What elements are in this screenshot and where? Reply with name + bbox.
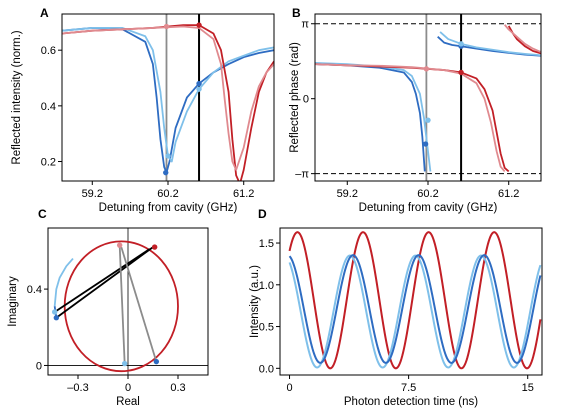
marker-point-red — [196, 22, 202, 28]
panel-b: B 59.2 60.2 61.2 π 0 –π Detuning from cavity (G… — [289, 6, 542, 214]
marker-point-blue_light — [196, 86, 202, 92]
x-tick-label: 59.2 — [337, 188, 358, 200]
panel-c: C –0.3 0 0.3 0 0.4 Real Imaginary — [7, 207, 209, 408]
marker-point-red — [151, 244, 158, 250]
series-blue_light-line — [62, 27, 274, 163]
x-axis-label: Detuning from cavity (GHz) — [99, 202, 238, 214]
y-tick-label: 1.0 — [259, 280, 274, 292]
series-blue_light-line — [53, 257, 74, 307]
panel-label: B — [292, 6, 301, 20]
y-axis-label: Intensity (a.u.) — [249, 265, 261, 338]
x-tick-label: 60.2 — [417, 188, 438, 200]
marker-point-blue — [53, 315, 60, 321]
marker-point-red_light — [116, 242, 123, 248]
series-red-line — [62, 24, 274, 181]
series-blue_light-line — [315, 62, 432, 172]
segment-gray — [118, 245, 126, 364]
panel-label: D — [258, 207, 267, 221]
plot-area — [62, 24, 274, 181]
y-axis-label: Reflected phase (rad) — [289, 42, 301, 153]
series-blue_light-line — [439, 31, 541, 57]
y-tick-label: 0.2 — [41, 157, 56, 169]
x-tick-label: 61.2 — [498, 188, 519, 200]
y-tick-label: 0.5 — [259, 322, 274, 334]
marker-point-red — [458, 69, 464, 76]
x-tick-label: 15 — [522, 382, 534, 394]
series-blue-line — [62, 27, 274, 174]
segment-black — [55, 246, 154, 319]
axes-frame — [279, 227, 543, 376]
series-red_light-line — [503, 24, 541, 53]
plot-area — [288, 231, 542, 370]
marker-point-blue_light — [458, 41, 464, 47]
x-tick-label: 60.2 — [157, 188, 178, 200]
y-axis-label: Reflected intensity (norm.) — [11, 30, 23, 164]
marker-point-blue_light — [121, 360, 128, 367]
series-blue_light-line — [288, 254, 542, 369]
y-tick-label: 0.4 — [41, 101, 56, 113]
marker-point-blue — [163, 169, 169, 176]
panel-a: A 59.2 60.2 61.2 0.2 0.4 0.6 Detuning from cavi… — [11, 6, 275, 214]
series-red-line — [288, 231, 542, 370]
y-tick-label: 0.4 — [27, 284, 42, 296]
x-tick-label: 7.5 — [401, 382, 416, 394]
marker-point-blue — [153, 358, 160, 365]
segment-gray — [120, 246, 158, 362]
series-red-line — [315, 63, 510, 173]
series-red_light-line — [62, 25, 274, 171]
y-tick-label: π — [301, 19, 309, 31]
x-tick-label: –0.3 — [67, 382, 88, 394]
plot-area — [315, 24, 541, 173]
y-tick-label: 0.6 — [41, 45, 56, 57]
y-axis-label: Imaginary — [7, 276, 19, 327]
panel-label: C — [38, 207, 47, 221]
y-tick-label: –π — [295, 169, 309, 181]
y-tick-label: 1.5 — [259, 238, 274, 250]
x-tick-label: 61.2 — [233, 188, 254, 200]
series-blue-line — [288, 254, 542, 364]
y-tick-label: 0.0 — [259, 363, 274, 375]
reflection-circle — [63, 240, 179, 373]
marker-point-blue — [422, 141, 429, 147]
marker-point-blue_light — [165, 153, 171, 159]
panel-label: A — [40, 6, 49, 20]
segment-black — [54, 248, 151, 313]
x-axis-label: Detuning from cavity (GHz) — [359, 202, 498, 214]
x-tick-label: 0.3 — [170, 382, 185, 394]
x-tick-label: 59.2 — [82, 188, 103, 200]
y-tick-label: 0 — [36, 360, 42, 372]
x-axis-label: Photon detection time (ns) — [344, 396, 478, 408]
marker-point-blue_light — [425, 117, 431, 123]
marker-point-red_light — [163, 23, 170, 30]
marker-point-blue_light — [51, 309, 58, 315]
x-tick-label: 0 — [286, 382, 292, 394]
x-tick-label: 0 — [125, 382, 131, 394]
series-blue-line — [315, 63, 426, 172]
plot-area — [53, 240, 179, 373]
marker-point-red_light — [423, 66, 430, 72]
marker-point-blue — [196, 80, 202, 87]
panel-d: D 0 7.5 15 0.0 0.5 1.0 1.5 Photon detection time… — [249, 207, 543, 408]
series-red_light-line — [315, 63, 506, 173]
x-axis-label: Real — [116, 396, 140, 408]
y-tick-label: 0 — [303, 94, 309, 106]
